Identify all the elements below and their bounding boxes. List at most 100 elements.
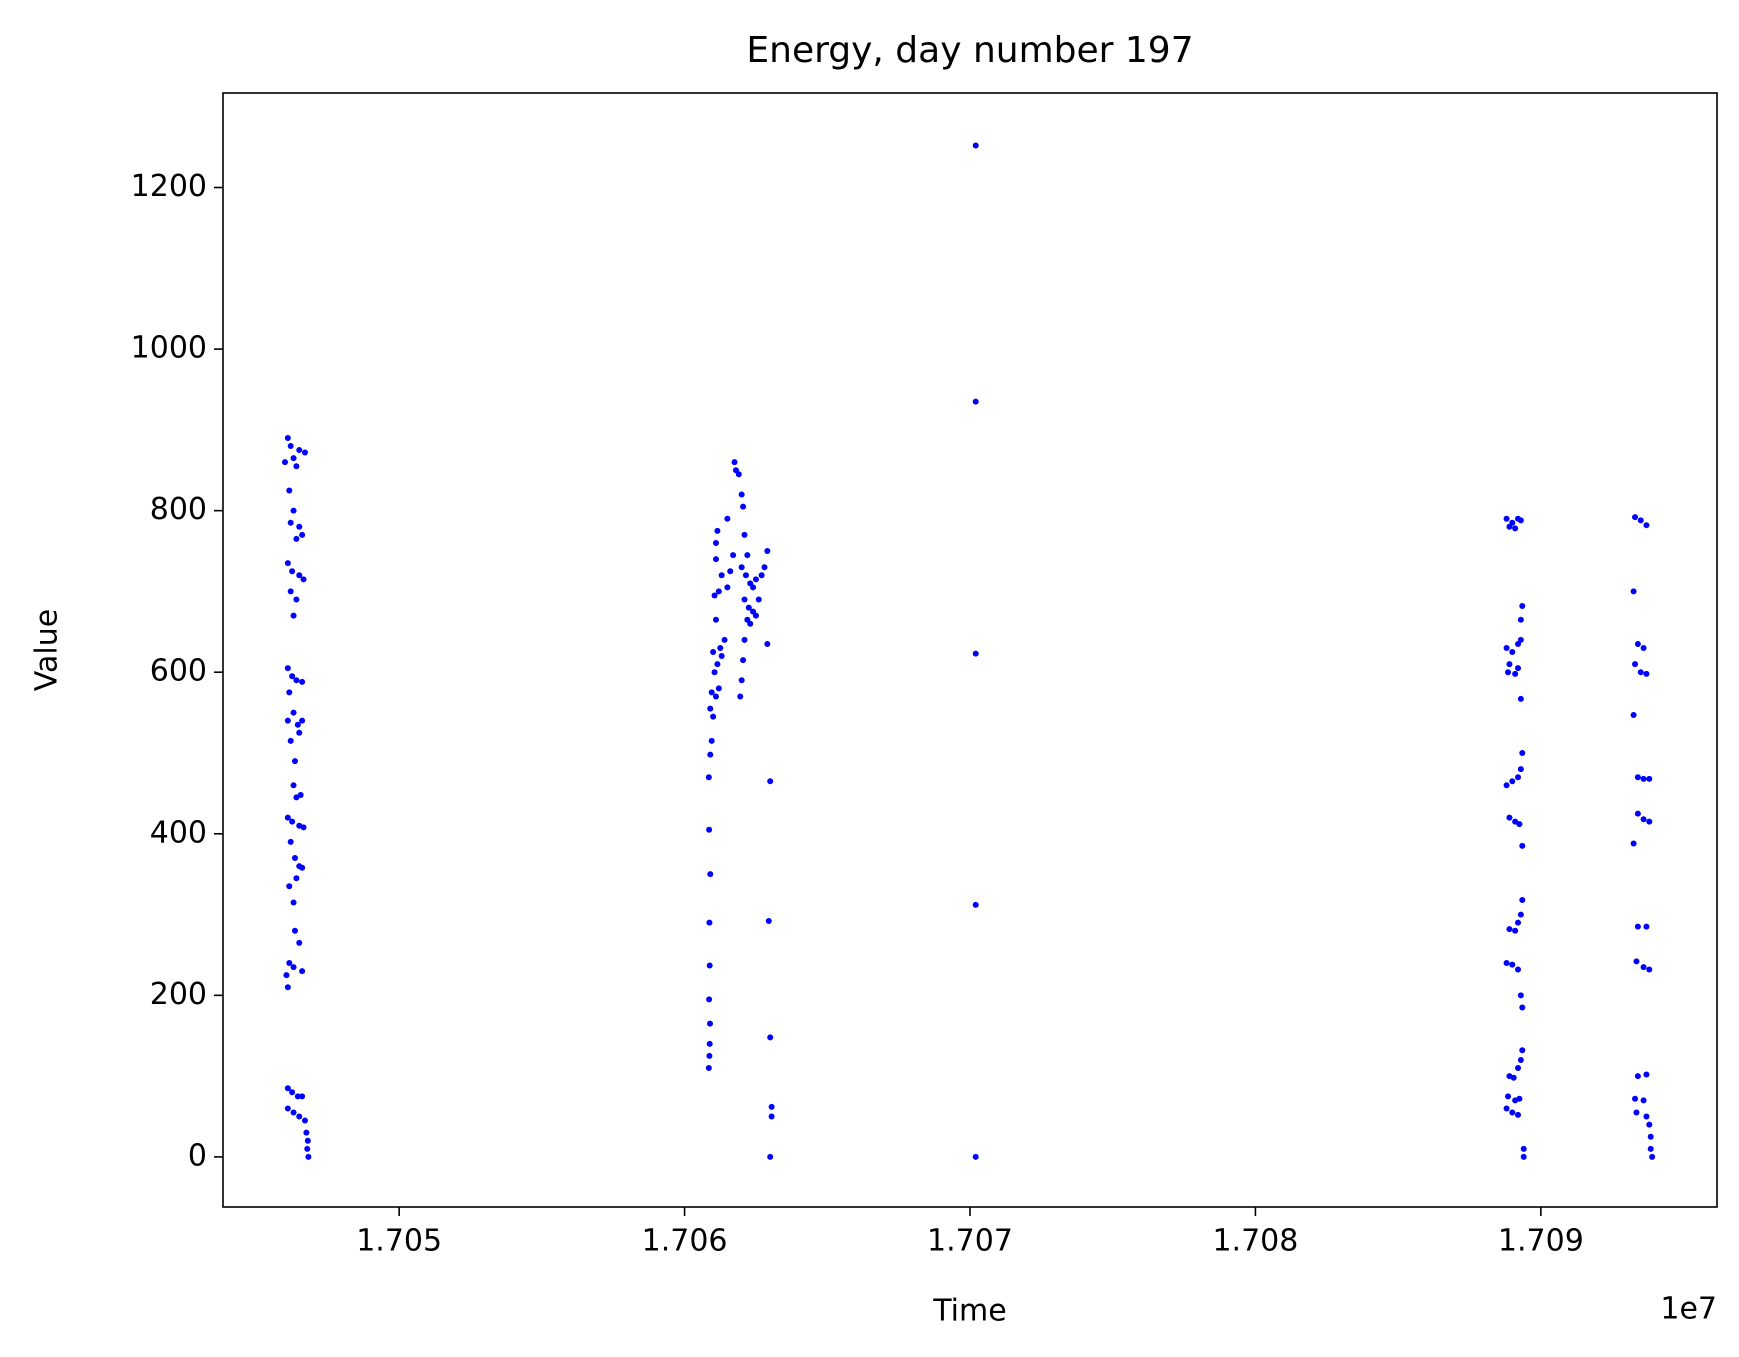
point [300, 576, 307, 583]
point [1506, 523, 1513, 530]
point [1634, 640, 1641, 647]
point [1647, 1133, 1654, 1140]
point [755, 596, 762, 603]
x-tick-label: 1.709 [1498, 1224, 1584, 1259]
point [287, 588, 294, 595]
point [758, 572, 765, 579]
point [1632, 661, 1639, 668]
point [1509, 778, 1516, 785]
point [1519, 842, 1526, 849]
x-tick-label: 1.708 [1212, 1224, 1298, 1259]
point [296, 572, 303, 579]
point [304, 1137, 311, 1144]
point [1632, 514, 1639, 521]
point [301, 1117, 308, 1124]
point [291, 927, 298, 934]
point [1637, 669, 1644, 676]
point [283, 972, 290, 979]
point [708, 737, 715, 744]
point [715, 588, 722, 595]
point [724, 584, 731, 591]
chart-title: Energy, day number 197 [746, 30, 1193, 71]
point [1643, 1071, 1650, 1078]
point [1509, 1109, 1516, 1116]
point [1634, 1073, 1641, 1080]
point [710, 649, 717, 656]
point [284, 1105, 291, 1112]
point [1517, 911, 1524, 918]
point [767, 778, 774, 785]
point [1517, 616, 1524, 623]
point [290, 709, 297, 716]
point [1649, 1153, 1656, 1160]
point [735, 471, 742, 478]
point [768, 1103, 775, 1110]
point [1632, 1095, 1639, 1102]
point [290, 455, 297, 462]
point [1630, 588, 1637, 595]
point [287, 443, 294, 450]
point [290, 1109, 297, 1116]
point [293, 463, 300, 470]
point [742, 572, 749, 579]
point [711, 592, 718, 599]
point [1506, 814, 1513, 821]
x-axis-label: Time [932, 1294, 1006, 1329]
point [284, 434, 291, 441]
point [289, 673, 296, 680]
point [712, 693, 719, 700]
plot-frame [222, 92, 1718, 1208]
point [714, 661, 721, 668]
point [1510, 1074, 1517, 1081]
point [1506, 661, 1513, 668]
point [1515, 1111, 1522, 1118]
point [290, 899, 297, 906]
point [293, 535, 300, 542]
point [296, 523, 303, 530]
point [764, 640, 771, 647]
point [706, 1040, 713, 1047]
point [1519, 1004, 1526, 1011]
point [706, 996, 713, 1003]
point [284, 1085, 291, 1092]
point [714, 527, 721, 534]
point [289, 818, 296, 825]
point [297, 792, 304, 799]
y-tick-label: 1200 [131, 169, 207, 204]
point [1517, 517, 1524, 524]
point [1633, 1109, 1640, 1116]
point [1517, 992, 1524, 999]
point [1646, 1121, 1653, 1128]
point [706, 919, 713, 926]
point [711, 669, 718, 676]
point [293, 677, 300, 684]
point [293, 875, 300, 882]
point [750, 584, 757, 591]
point [1640, 644, 1647, 651]
point [764, 548, 771, 555]
point [1640, 775, 1647, 782]
point [1516, 1095, 1523, 1102]
point [705, 774, 712, 781]
point [705, 1065, 712, 1072]
point [1646, 775, 1653, 782]
point [1634, 810, 1641, 817]
point [287, 519, 294, 526]
point [972, 901, 979, 908]
point [1643, 522, 1650, 529]
point [296, 1113, 303, 1120]
point [740, 657, 747, 664]
point [724, 515, 731, 522]
point [706, 962, 713, 969]
point [1509, 649, 1516, 656]
y-tick-label: 200 [150, 977, 207, 1012]
point [972, 142, 979, 149]
point [1503, 960, 1510, 967]
point [286, 883, 293, 890]
point [299, 531, 306, 538]
point [284, 560, 291, 567]
point [1512, 670, 1519, 677]
x-offset-label: 1e7 [1660, 1292, 1717, 1327]
